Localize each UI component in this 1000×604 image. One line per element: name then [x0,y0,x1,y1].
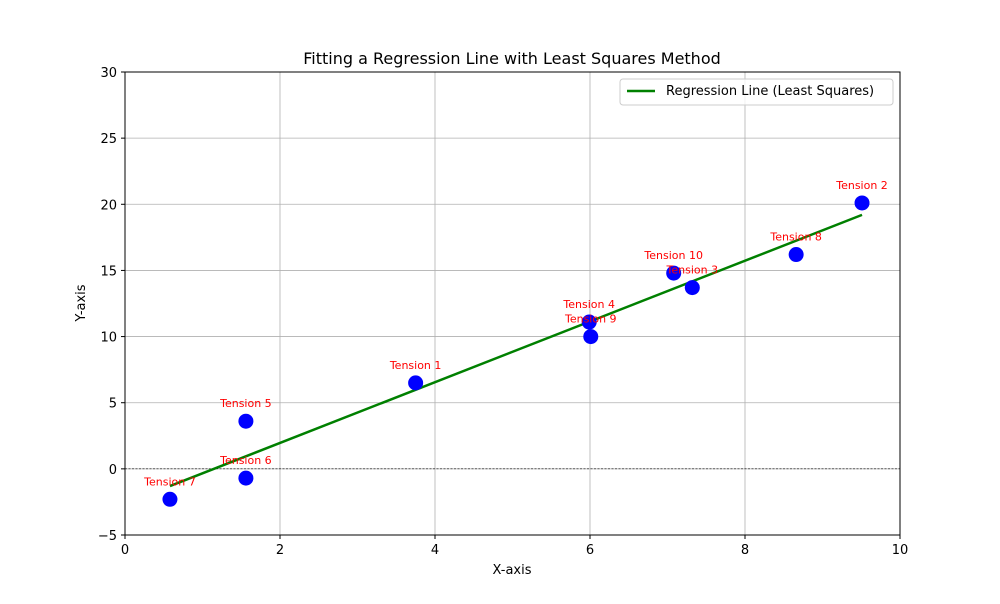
point-label: Tension 2 [835,179,888,192]
data-point [854,195,870,211]
data-point [684,280,700,296]
data-point [581,314,597,330]
point-label: Tension 10 [643,249,703,262]
y-tick-label: 5 [109,397,117,412]
data-point [583,329,599,345]
data-point [238,470,254,486]
y-tick-label: 25 [100,132,117,147]
point-label: Tension 7 [143,475,196,488]
data-point [666,265,682,281]
y-tick-label: 15 [100,264,117,279]
x-tick-label: 10 [892,543,909,558]
data-points [162,195,870,507]
x-tick-label: 2 [276,543,284,558]
legend-label: Regression Line (Least Squares) [666,84,874,99]
point-label: Tension 5 [219,397,272,410]
point-label: Tension 3 [666,264,719,277]
y-tick-label: 10 [100,331,117,346]
regression-line [169,213,863,488]
axis-ticks: 0 2 4 6 8 10 −5 0 5 10 15 20 25 30 [98,66,908,558]
data-point [238,413,254,429]
x-tick-label: 6 [586,543,594,558]
point-label: Tension 6 [219,454,272,467]
point-label: Tension 8 [769,231,822,244]
y-tick-label: −5 [98,529,117,544]
plot-frame [124,71,901,536]
y-tick-label: 30 [100,66,117,81]
x-tick-label: 0 [121,543,129,558]
y-tick-label: 0 [109,463,117,478]
point-label: Tension 1 [389,359,442,372]
point-label: Tension 9 [564,313,617,326]
data-point [788,247,804,263]
data-point [162,491,178,507]
regression-line-group [169,213,863,488]
data-point [408,375,424,391]
chart-title: Fitting a Regression Line with Least Squ… [303,49,721,68]
point-label: Tension 4 [562,298,615,311]
y-axis-label: Y-axis [74,284,89,322]
x-axis-label: X-axis [493,563,532,578]
point-labels: Tension 1 Tension 2 Tension 3 Tension 4 Tens… [143,179,888,488]
legend-box [619,78,894,106]
x-tick-label: 4 [431,543,439,558]
x-tick-label: 8 [741,543,749,558]
y-tick-label: 20 [100,198,117,213]
legend: Regression Line (Least Squares) [619,78,894,106]
